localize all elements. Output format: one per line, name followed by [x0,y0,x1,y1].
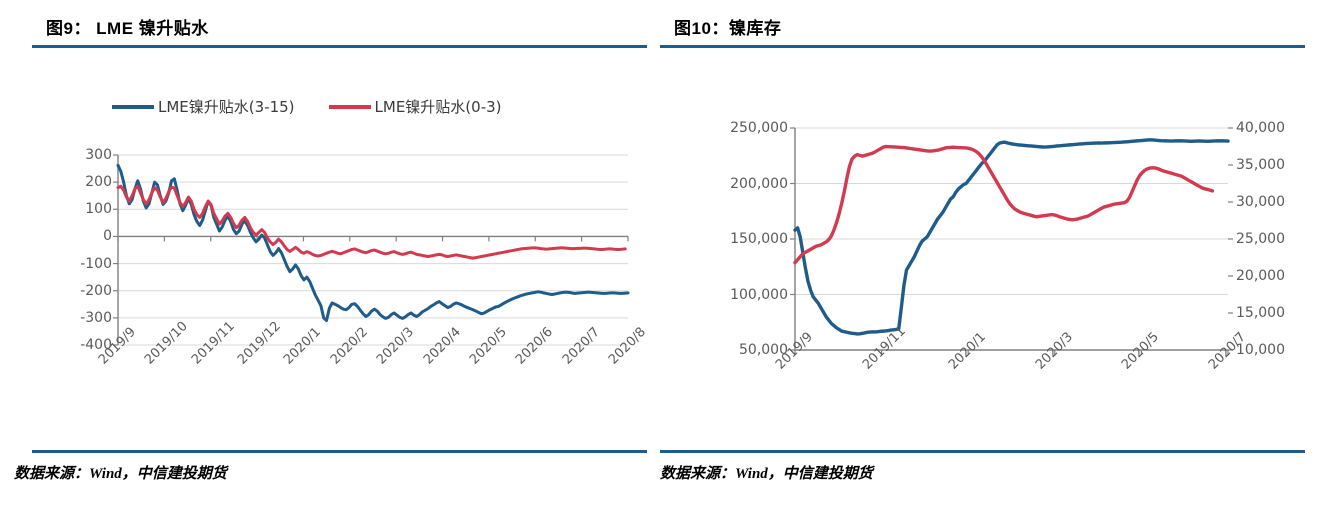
figure-9-title: 图9： LME 镍升贴水 [46,19,209,38]
figure-10-chart: 250,000 200,000 150,000 100,000 50,000 40,00… [660,110,1317,410]
y-tick-label: -300 [80,309,112,326]
figure-10-source: 数据来源：Wind，中信建投期货 [660,466,873,482]
figure-9-plot [113,154,630,346]
y-tick-label-right: 15,000 [1236,305,1285,321]
y-tick-label-left: 150,000 [730,231,788,247]
y-tick-label: -200 [80,282,112,299]
y-tick-label-right: 20,000 [1236,268,1285,284]
y-tick-label: -100 [80,255,112,272]
y-tick-label: 300 [85,147,112,163]
y-tick-label: 100 [85,201,112,218]
y-tick-label-right: 10,000 [1236,342,1285,358]
figure-10-y-axis-right-labels: 40,000 35,000 30,000 25,000 20,000 15,000 10,0… [1236,110,1316,410]
legend-label-lme-nickel-0-3: LME镍升贴水(0-3) [374,98,502,116]
legend-swatch-red [328,104,371,109]
figure-9-source: 数据来源：Wind，中信建投期货 [14,466,227,482]
y-tick-label-right: 30,000 [1236,194,1285,210]
y-tick-label-right: 35,000 [1236,157,1285,173]
figure-9-chart: 300 200 100 0 -100 -200 -300 -400 2019/9 2019/10… [0,130,660,410]
y-tick-label: 0 [103,228,112,245]
figure-10-y-axis-left-labels: 250,000 200,000 150,000 100,000 50,000 [660,110,788,410]
y-tick-label: 200 [85,174,112,191]
figure-10-bottom-rule [660,450,1305,453]
y-tick-label-left: 50,000 [739,342,788,358]
figure-10-panel: 图10：镍库存 总库存:LME镍 库存小计:镍:总计 250,000200,00… [660,0,1317,510]
figure-9-y-axis-labels: 300 200 100 0 -100 -200 -300 -400 [0,130,112,410]
y-tick-label-left: 100,000 [730,286,788,303]
y-tick-label-left: 200,000 [730,175,788,192]
y-tick-label-right: 40,000 [1236,120,1285,136]
legend-item-lme-nickel-0-3[interactable]: LME镍升贴水(0-3) [328,96,502,117]
figure-9-bottom-rule [32,450,647,453]
y-tick-label-left: 250,000 [730,120,788,136]
legend-label-lme-nickel-3-15: LME镍升贴水(3-15) [158,98,295,116]
figure-9-top-rule [32,45,647,48]
figure-9-panel: 图9： LME 镍升贴水 LME镍升贴水(3-15) LME镍升贴水(0-3) … [0,19,660,482]
legend-swatch-blue [112,104,154,109]
figure-10-title: 图10：镍库存 [674,19,782,38]
y-tick-label: -400 [80,337,112,353]
figure-10-plot [790,127,1233,355]
figure-9-legend: LME镍升贴水(3-15) LME镍升贴水(0-3) [112,96,536,117]
legend-item-lme-nickel-3-15[interactable]: LME镍升贴水(3-15) [112,96,295,117]
figure-10-top-rule [660,45,1305,48]
y-tick-label-right: 25,000 [1236,231,1285,247]
